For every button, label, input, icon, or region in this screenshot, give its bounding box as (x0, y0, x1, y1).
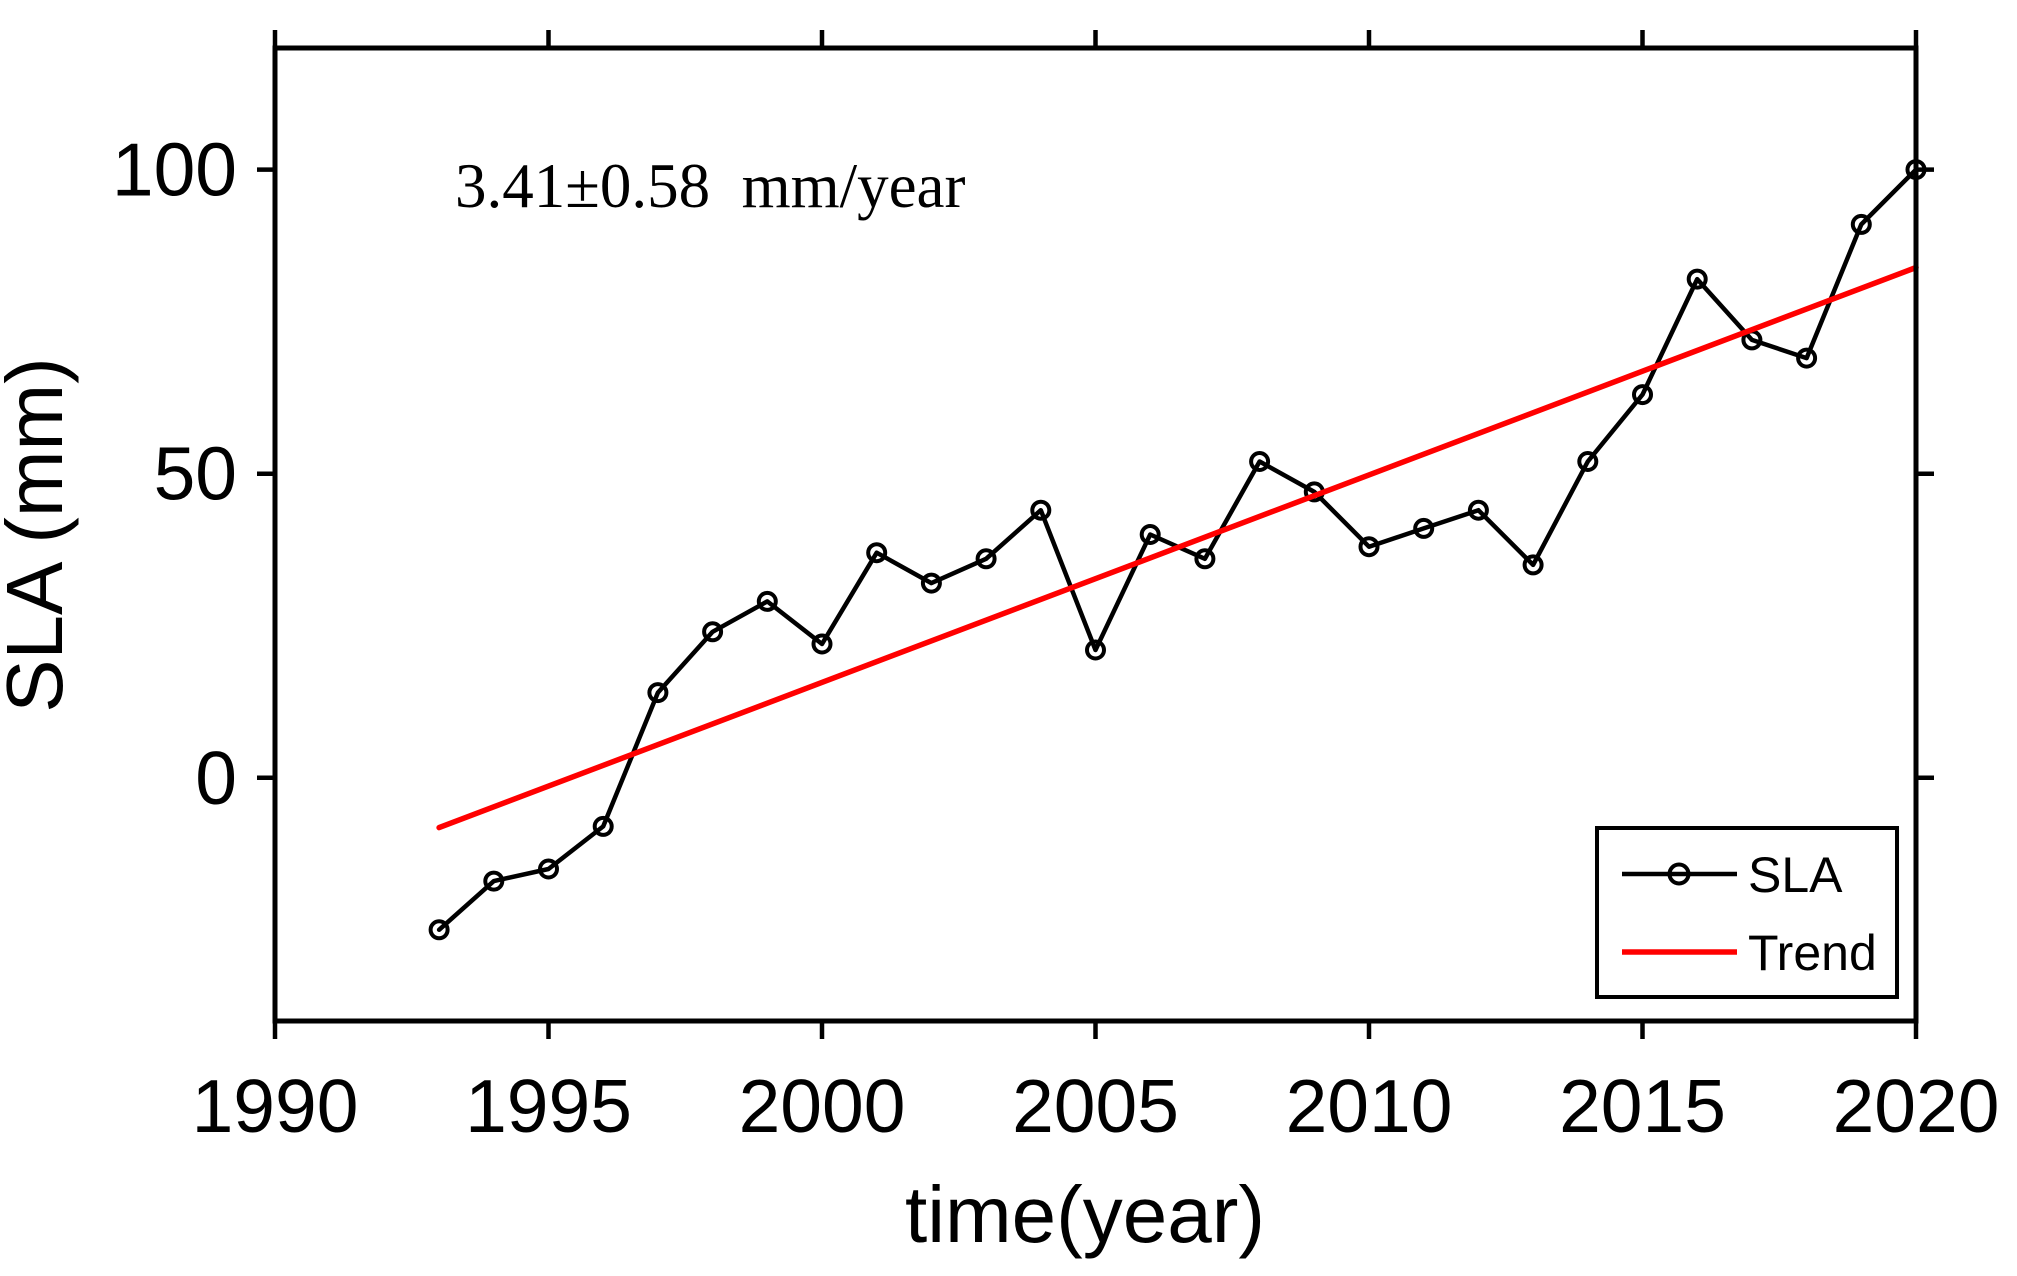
legend-sla-label: SLA (1748, 847, 1843, 903)
legend-trend-label: Trend (1748, 925, 1877, 981)
sla-marker (428, 919, 450, 941)
x-axis-title: time(year) (905, 1170, 1265, 1259)
x-tick-label: 2020 (1833, 1064, 2000, 1148)
sla-marker (1686, 268, 1708, 290)
x-tick-label: 2005 (1012, 1064, 1179, 1148)
sla-marker (1577, 451, 1599, 472)
sla-marker (1632, 384, 1653, 406)
trend-line (436, 264, 1919, 831)
sla-marker (920, 572, 942, 594)
sla-marker (483, 870, 505, 892)
sla-marker (1249, 451, 1271, 472)
axis-ticks (257, 30, 1934, 1039)
legend-box (1595, 826, 1899, 999)
sla-marker (1085, 639, 1106, 661)
sla-marker (538, 858, 559, 880)
sla-marker (1358, 536, 1380, 558)
plot-border (272, 45, 1919, 1024)
trend-series (436, 264, 1919, 831)
sla-marker (1522, 554, 1544, 576)
x-tick-label: 1995 (465, 1064, 632, 1148)
sla-marker (811, 633, 833, 655)
sla-marker (1194, 548, 1216, 570)
legend: SLA Trend (1595, 826, 1899, 999)
sla-marker (1413, 517, 1435, 539)
sla-marker (647, 682, 669, 704)
sla-marker (1796, 347, 1818, 369)
sla-marker (1467, 499, 1489, 521)
sla-marker (975, 548, 997, 570)
sla-marker (592, 815, 614, 837)
x-tick-label: 2000 (739, 1064, 906, 1148)
x-tick-label: 2015 (1559, 1064, 1726, 1148)
y-tick-label: 0 (195, 736, 237, 820)
sla-marker (866, 542, 888, 564)
sla-marker (702, 621, 724, 643)
y-axis-title: SLA (mm) (0, 357, 79, 713)
x-tick-label: 1990 (192, 1064, 359, 1148)
y-tick-label: 50 (154, 432, 237, 516)
tick-labels: 1990 1995 2000 2005 2010 2015 2020 0 50 100 (112, 128, 2000, 1148)
sla-marker (1030, 499, 1052, 521)
sla-marker (1139, 524, 1161, 545)
sla-marker (1850, 213, 1872, 235)
legend-sla-marker-sample (1667, 862, 1691, 886)
x-tick-label: 2010 (1286, 1064, 1453, 1148)
sla-marker (756, 590, 778, 612)
y-tick-label: 100 (112, 128, 237, 212)
trend-rate-annotation: 3.41±0.58 mm/year (455, 151, 966, 221)
